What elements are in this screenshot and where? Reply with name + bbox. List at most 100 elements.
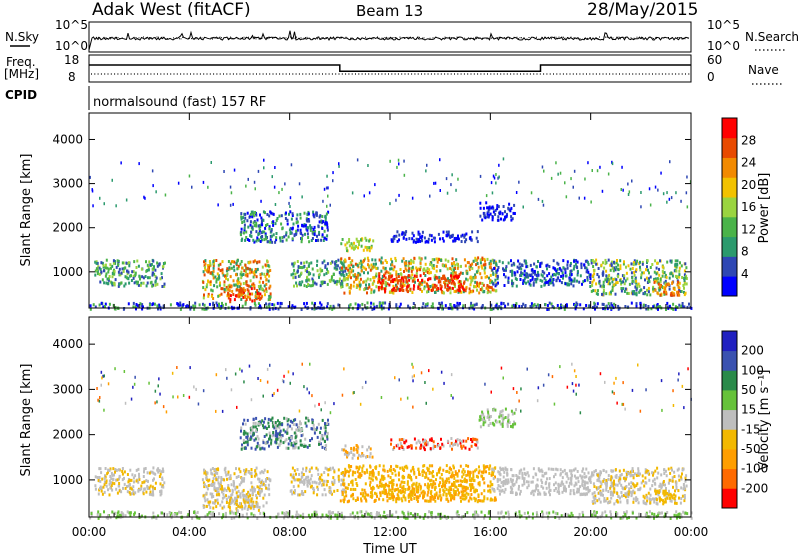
range-cell — [284, 439, 287, 443]
range-cell — [206, 283, 209, 287]
range-cell — [376, 484, 379, 488]
range-cell — [131, 492, 134, 496]
range-cell — [369, 452, 372, 456]
range-cell — [427, 487, 430, 491]
range-cell — [267, 483, 270, 487]
range-cell — [492, 477, 495, 481]
range-cell — [427, 240, 430, 244]
range-cell — [360, 269, 363, 273]
range-cell — [251, 492, 254, 496]
range-cell — [472, 473, 475, 477]
range-cell — [458, 491, 460, 495]
range-cell — [271, 421, 274, 425]
range-cell — [368, 191, 371, 195]
range-cell — [209, 506, 212, 510]
range-cell — [451, 471, 454, 475]
range-cell — [211, 484, 214, 487]
range-cell — [257, 508, 260, 512]
range-cell — [247, 470, 250, 474]
range-cell — [600, 263, 603, 267]
range-cell — [177, 181, 180, 185]
range-cell — [289, 210, 292, 214]
range-cell — [255, 493, 258, 497]
range-cell — [341, 285, 344, 288]
range-cell — [590, 200, 592, 204]
range-cell — [476, 500, 479, 504]
range-cell — [636, 259, 639, 263]
range-cell — [422, 489, 425, 493]
range-cell — [523, 277, 526, 281]
range-cell — [96, 261, 99, 265]
range-cell — [357, 456, 359, 460]
range-cell — [262, 420, 265, 424]
range-cell — [206, 487, 209, 491]
range-cell — [260, 272, 263, 276]
range-cell — [552, 266, 555, 270]
range-cell — [343, 497, 346, 501]
range-cell — [392, 478, 395, 482]
range-cell — [486, 497, 489, 501]
range-cell — [354, 488, 357, 491]
range-cell — [323, 426, 326, 430]
range-cell — [541, 199, 544, 203]
range-cell — [348, 499, 350, 503]
range-cell — [228, 285, 231, 289]
range-cell — [123, 266, 126, 270]
range-cell — [489, 480, 492, 484]
range-cell — [451, 274, 454, 278]
range-cell — [285, 446, 288, 450]
range-cell — [221, 487, 224, 491]
range-cell — [145, 479, 148, 483]
range-cell — [311, 419, 314, 422]
range-cell — [576, 302, 579, 306]
range-cell — [464, 446, 467, 450]
range-cell — [179, 301, 182, 305]
range-cell — [522, 302, 525, 306]
range-cell — [228, 289, 231, 293]
range-cell — [272, 425, 275, 429]
range-cell — [475, 468, 478, 472]
range-cell — [548, 272, 551, 276]
range-cell — [613, 260, 615, 264]
range-cell — [123, 476, 125, 480]
range-cell — [501, 420, 504, 424]
range-cell — [451, 307, 454, 311]
range-cell — [435, 287, 438, 291]
range-cell — [665, 284, 668, 288]
range-cell — [323, 488, 326, 492]
range-cell — [252, 486, 255, 490]
range-cell — [594, 307, 596, 311]
range-cell — [685, 274, 688, 278]
range-cell — [557, 172, 559, 176]
range-cell — [271, 416, 274, 420]
range-cell — [461, 475, 464, 479]
range-cell — [448, 471, 451, 475]
range-cell — [297, 478, 300, 482]
range-cell — [640, 273, 643, 277]
range-cell — [218, 283, 221, 287]
range-cell — [258, 260, 261, 264]
range-cell — [501, 212, 504, 216]
range-cell — [246, 238, 249, 241]
range-cell — [676, 283, 679, 287]
colorbar-tick-label: 28 — [741, 133, 756, 147]
range-cell — [239, 293, 242, 297]
range-cell — [134, 491, 137, 495]
range-cell — [506, 212, 508, 216]
range-cell — [285, 417, 288, 421]
range-cell — [550, 467, 553, 471]
range-cell — [345, 449, 347, 453]
range-cell — [282, 428, 285, 432]
range-cell — [347, 483, 350, 487]
range-cell — [383, 287, 386, 291]
range-cell — [412, 489, 415, 493]
range-cell — [326, 234, 329, 238]
range-cell — [118, 474, 121, 478]
range-cell — [136, 304, 139, 308]
range-cell — [192, 304, 195, 308]
range-cell — [268, 307, 271, 311]
range-cell — [429, 285, 432, 288]
range-cell — [327, 194, 329, 198]
range-cell — [505, 265, 508, 269]
range-cell — [674, 307, 677, 311]
